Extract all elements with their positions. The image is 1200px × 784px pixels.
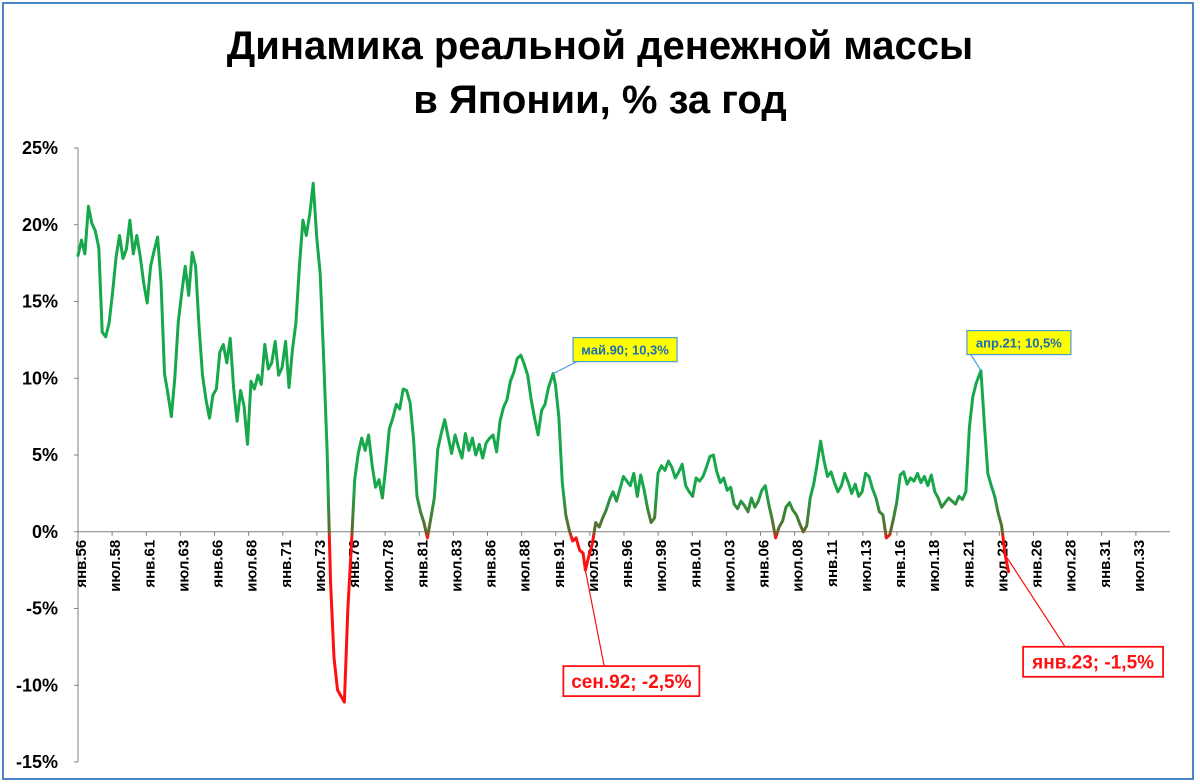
series-layer	[76, 181, 1011, 704]
callout-leader	[552, 361, 578, 375]
y-tick-label: -15%	[16, 752, 58, 772]
callout-box	[966, 329, 1072, 356]
x-tick-label: янв.01	[687, 540, 704, 588]
chart-title-line-2: в Японии, % за год	[413, 78, 787, 122]
x-tick-label: июл.63	[175, 540, 192, 592]
x-tick-label: июл.13	[858, 540, 875, 592]
x-tick-label: янв.71	[278, 540, 295, 588]
x-tick-label: янв.16	[892, 540, 909, 588]
y-tick-label: 20%	[22, 215, 58, 235]
y-axis: 25% 20% 15% 10% 5% 0% -5% -10% -15%	[16, 138, 79, 772]
y-tick-label: -5%	[26, 599, 58, 619]
x-tick-label: янв.66	[210, 540, 227, 588]
x-tick-label: июл.98	[653, 540, 670, 592]
callout-leader	[584, 570, 605, 667]
x-tick-label: янв.31	[1097, 540, 1114, 588]
peak-callout: апр.21; 10,5%	[966, 329, 1072, 371]
y-tick-label: -10%	[16, 675, 58, 695]
series-line	[76, 181, 1011, 704]
annotation-layer: май.90; 10,3% сен.92; -2,5% апр.21; 10,5% я…	[552, 329, 1165, 698]
x-tick-label: июл.68	[244, 540, 261, 592]
x-tick-label: янв.61	[141, 540, 158, 588]
peak-callout: май.90; 10,3%	[552, 337, 678, 375]
callout-box	[562, 665, 701, 698]
y-tick-label: 0%	[32, 522, 58, 542]
callout-label: апр.21; 10,5%	[976, 335, 1062, 350]
x-tick-label: янв.86	[483, 540, 500, 588]
x-tick-label: янв.26	[1029, 540, 1046, 588]
x-tick-label: июл.83	[448, 540, 465, 592]
x-tick-label: янв.56	[73, 540, 90, 588]
x-tick-label: июл.18	[926, 540, 943, 592]
trough-callout: янв.23; -1,5%	[1004, 554, 1165, 678]
x-tick-label: июл.73	[312, 540, 329, 592]
x-tick-label: июл.88	[517, 540, 534, 592]
x-tick-label: июл.33	[1131, 540, 1148, 592]
callout-box	[572, 337, 678, 363]
y-tick-label: 15%	[22, 292, 58, 312]
x-tick-label: янв.21	[960, 540, 977, 588]
y-tick-label: 5%	[32, 445, 58, 465]
x-tick-label: июл.28	[1063, 540, 1080, 592]
x-tick-label: янв.91	[551, 540, 568, 588]
x-tick-label: июл.08	[790, 540, 807, 592]
trough-callout: сен.92; -2,5%	[562, 570, 701, 698]
chart-title-line-1: Динамика реальной денежной массы	[226, 24, 974, 68]
x-tick-label: янв.06	[756, 540, 773, 588]
x-tick-label: янв.81	[414, 540, 431, 588]
callout-label: янв.23; -1,5%	[1031, 653, 1154, 674]
x-tick-label: янв.11	[824, 540, 841, 587]
callout-leader	[1004, 554, 1066, 648]
callout-box	[1022, 645, 1165, 678]
y-tick-label: 10%	[22, 368, 58, 388]
x-tick-label: июл.78	[380, 540, 397, 592]
callout-leader	[970, 354, 982, 371]
x-tick-label: июл.03	[721, 540, 738, 592]
x-tick-label: июл.23	[994, 540, 1011, 592]
callout-label: май.90; 10,3%	[581, 342, 669, 357]
y-tick-label: 25%	[22, 138, 58, 158]
callout-label: сен.92; -2,5%	[571, 672, 691, 693]
x-tick-label: янв.96	[619, 540, 636, 588]
x-tick-label: июл.58	[107, 540, 124, 592]
